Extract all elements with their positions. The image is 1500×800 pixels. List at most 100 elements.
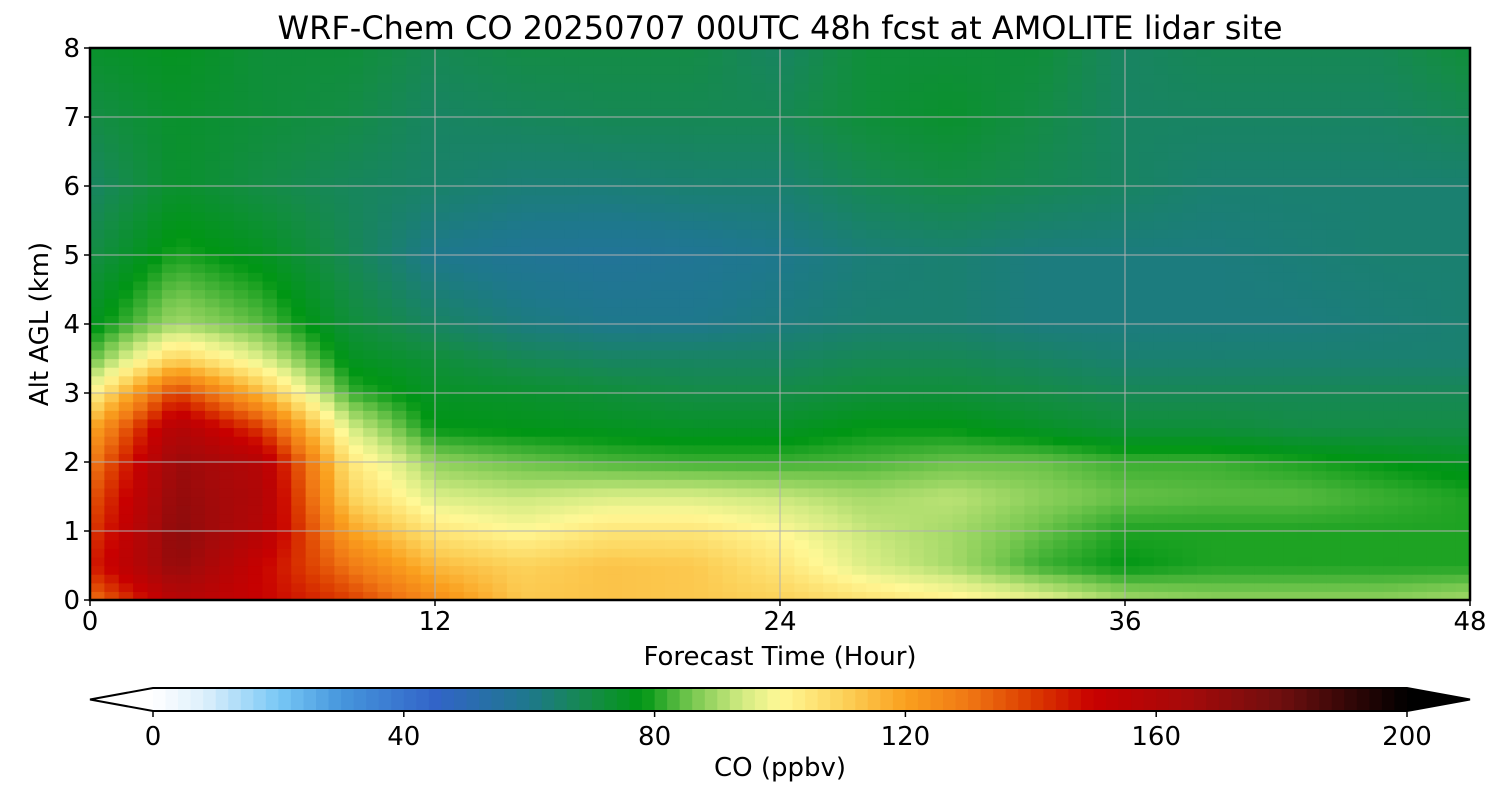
heatmap-cell bbox=[1412, 306, 1428, 316]
heatmap-cell bbox=[420, 591, 436, 600]
heatmap-cell bbox=[147, 548, 163, 558]
heatmap-cell bbox=[1426, 358, 1442, 368]
heatmap-cell bbox=[420, 582, 436, 592]
heatmap-cell bbox=[363, 505, 379, 515]
heatmap-cell bbox=[276, 556, 292, 567]
heatmap-cell bbox=[593, 522, 609, 532]
heatmap-cell bbox=[578, 211, 594, 222]
heatmap-cell bbox=[276, 574, 292, 584]
heatmap-cell bbox=[406, 211, 422, 222]
heatmap-cell bbox=[1067, 237, 1083, 247]
heatmap-cell bbox=[923, 384, 939, 394]
heatmap-cell bbox=[1326, 203, 1342, 213]
heatmap-cell bbox=[938, 168, 954, 178]
heatmap-cell bbox=[1182, 574, 1198, 584]
heatmap-cell bbox=[1355, 272, 1370, 282]
heatmap-cell bbox=[1283, 496, 1299, 506]
heatmap-cell bbox=[118, 375, 134, 385]
heatmap-cell bbox=[506, 220, 522, 230]
heatmap-cell bbox=[506, 341, 522, 351]
heatmap-cell bbox=[621, 479, 637, 489]
heatmap-cell bbox=[1081, 384, 1097, 394]
heatmap-cell bbox=[1139, 246, 1155, 256]
heatmap-cell bbox=[1067, 479, 1083, 489]
heatmap-cell bbox=[190, 479, 206, 489]
heatmap-cell bbox=[506, 367, 522, 377]
heatmap-cell bbox=[262, 367, 278, 377]
heatmap-cell bbox=[463, 211, 479, 222]
heatmap-cell bbox=[1455, 505, 1470, 515]
heatmap-cell bbox=[665, 427, 680, 437]
heatmap-cell bbox=[406, 220, 422, 230]
heatmap-cell bbox=[1096, 487, 1112, 498]
heatmap-cell bbox=[564, 186, 580, 196]
heatmap-cell bbox=[880, 513, 896, 523]
heatmap-cell bbox=[104, 453, 120, 463]
heatmap-cell bbox=[880, 470, 896, 480]
heatmap-cell bbox=[1225, 151, 1241, 161]
heatmap-cell bbox=[1024, 531, 1040, 541]
heatmap-cell bbox=[794, 393, 810, 403]
heatmap-cell bbox=[995, 306, 1011, 316]
heatmap-cell bbox=[305, 280, 321, 291]
heatmap-cell bbox=[190, 436, 206, 446]
heatmap-cell bbox=[1240, 401, 1255, 411]
heatmap-cell bbox=[176, 237, 192, 247]
heatmap-cell bbox=[1153, 289, 1169, 299]
heatmap-cell bbox=[190, 229, 206, 239]
heatmap-cell bbox=[334, 548, 350, 558]
heatmap-cell bbox=[391, 263, 407, 273]
heatmap-cell bbox=[1081, 237, 1097, 247]
heatmap-cell bbox=[521, 436, 537, 446]
heatmap-cell bbox=[248, 211, 264, 222]
heatmap-cell bbox=[665, 574, 680, 584]
heatmap-cell bbox=[363, 522, 379, 532]
heatmap-cell bbox=[420, 280, 436, 291]
heatmap-cell bbox=[176, 151, 192, 161]
heatmap-cell bbox=[593, 349, 609, 360]
heatmap-cell bbox=[1254, 531, 1270, 541]
heatmap-cell bbox=[506, 298, 522, 308]
heatmap-cell bbox=[1283, 582, 1299, 592]
heatmap-cell bbox=[1355, 591, 1370, 600]
heatmap-cell bbox=[1067, 177, 1083, 187]
heatmap-cell bbox=[851, 298, 867, 308]
heatmap-cell bbox=[1096, 177, 1112, 187]
heatmap-cell bbox=[1196, 151, 1212, 161]
heatmap-cell bbox=[1153, 565, 1169, 575]
heatmap-cell bbox=[176, 487, 192, 498]
heatmap-cell bbox=[693, 263, 709, 273]
heatmap-cell bbox=[1168, 444, 1184, 454]
heatmap-cell bbox=[291, 418, 307, 429]
heatmap-cell bbox=[449, 246, 465, 256]
heatmap-cell bbox=[564, 229, 580, 239]
heatmap-cell bbox=[1326, 487, 1342, 498]
heatmap-cell bbox=[1268, 194, 1284, 204]
heatmap-cell bbox=[621, 539, 637, 549]
heatmap-cell bbox=[406, 470, 422, 480]
heatmap-cell bbox=[1240, 393, 1255, 403]
heatmap-cell bbox=[593, 574, 609, 584]
heatmap-cell bbox=[492, 194, 508, 204]
heatmap-cell bbox=[176, 574, 192, 584]
heatmap-cell bbox=[1024, 367, 1040, 377]
heatmap-cell bbox=[377, 194, 393, 204]
heatmap-cell bbox=[118, 367, 134, 377]
heatmap-cell bbox=[291, 289, 307, 299]
heatmap-cell bbox=[205, 263, 220, 273]
heatmap-cell bbox=[291, 591, 307, 600]
heatmap-cell bbox=[780, 565, 795, 575]
heatmap-cell bbox=[449, 470, 465, 480]
heatmap-cell bbox=[1455, 151, 1470, 161]
heatmap-cell bbox=[851, 220, 867, 230]
heatmap-cell bbox=[1024, 203, 1040, 213]
heatmap-cell bbox=[205, 565, 220, 575]
heatmap-cell bbox=[593, 548, 609, 558]
heatmap-cell bbox=[794, 479, 810, 489]
heatmap-cell bbox=[320, 565, 335, 575]
heatmap-cell bbox=[521, 548, 537, 558]
heatmap-cell bbox=[1024, 384, 1040, 394]
heatmap-cell bbox=[248, 349, 264, 360]
heatmap-cell bbox=[895, 574, 910, 584]
heatmap-cell bbox=[147, 393, 163, 403]
